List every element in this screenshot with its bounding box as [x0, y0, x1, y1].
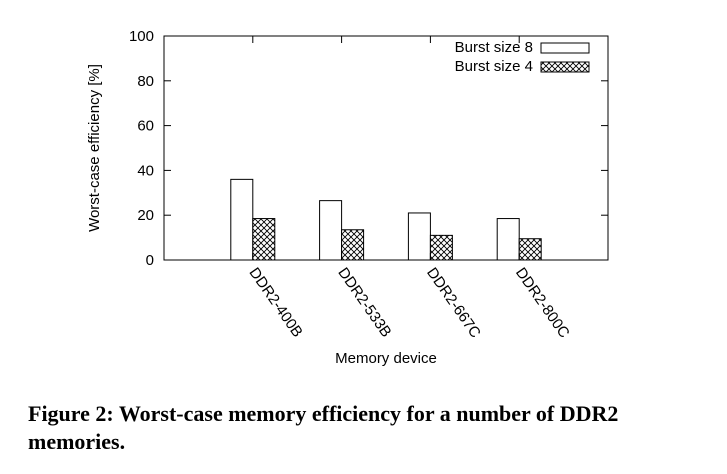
- bar-burst4: [253, 219, 275, 260]
- bar-chart: 0 20 40 60 80 100 DDR2-400B DDR2-533B DDR2-667C…: [0, 0, 727, 400]
- legend: Burst size 8 Burst size 4: [455, 39, 589, 75]
- x-tick-label: DDR2-800C: [512, 265, 573, 342]
- x-tick-label: DDR2-667C: [423, 265, 484, 342]
- x-tick-label: DDR2-400B: [246, 265, 306, 341]
- legend-label: Burst size 8: [455, 39, 533, 56]
- y-tick-label: 60: [137, 118, 154, 135]
- y-axis-label: Worst-case efficiency [%]: [86, 64, 103, 232]
- legend-swatch: [541, 43, 589, 53]
- x-axis-label: Memory device: [335, 350, 437, 367]
- legend-swatch: [541, 62, 589, 72]
- figure-caption: Figure 2: Worst-case memory efficiency f…: [28, 400, 718, 456]
- legend-label: Burst size 4: [455, 58, 533, 75]
- bar-burst4: [430, 235, 452, 260]
- y-tick-label: 0: [146, 252, 154, 269]
- y-tick-label: 100: [129, 28, 154, 45]
- y-tick-label: 80: [137, 73, 154, 90]
- bar-burst8: [408, 213, 430, 260]
- x-axis: DDR2-400B DDR2-533B DDR2-667C DDR2-800C: [246, 36, 573, 341]
- y-tick-label: 40: [137, 162, 154, 179]
- bar-burst8: [497, 219, 519, 260]
- x-tick-label: DDR2-533B: [334, 265, 394, 341]
- bar-burst4: [519, 239, 541, 260]
- y-axis: 0 20 40 60 80 100: [129, 28, 608, 269]
- bars: [231, 179, 541, 260]
- bar-burst8: [231, 179, 253, 260]
- y-tick-label: 20: [137, 207, 154, 224]
- bar-burst4: [342, 230, 364, 260]
- bar-burst8: [320, 201, 342, 260]
